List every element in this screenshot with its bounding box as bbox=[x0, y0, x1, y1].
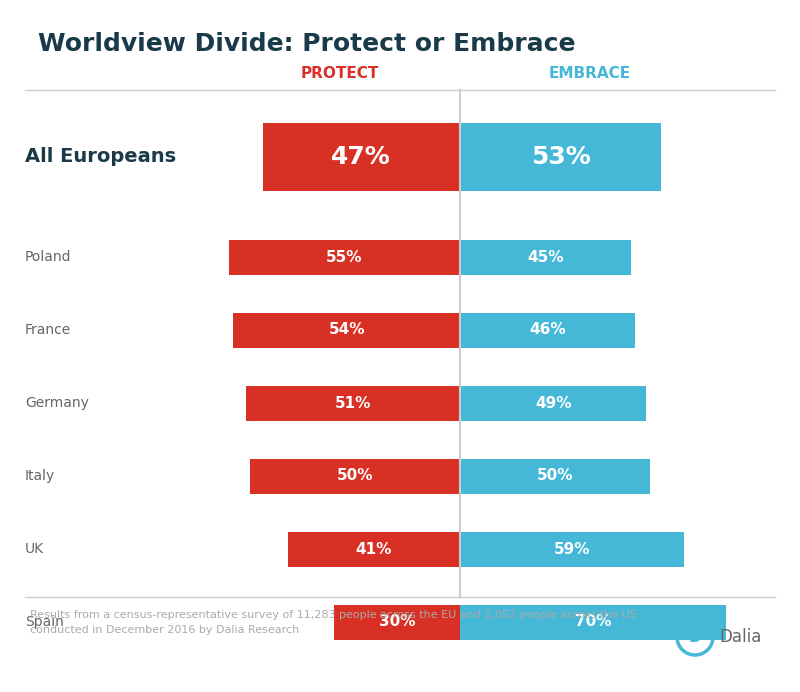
Bar bbox=[262, 123, 460, 191]
Text: D: D bbox=[689, 630, 702, 644]
Bar bbox=[288, 531, 460, 567]
Bar bbox=[460, 605, 726, 639]
Bar bbox=[460, 123, 662, 191]
Bar bbox=[460, 531, 684, 567]
Text: 45%: 45% bbox=[527, 250, 564, 264]
Text: PROTECT: PROTECT bbox=[301, 66, 379, 82]
Text: All Europeans: All Europeans bbox=[25, 147, 176, 167]
Bar bbox=[460, 239, 631, 275]
Text: France: France bbox=[25, 323, 71, 337]
Bar bbox=[460, 385, 646, 421]
Bar bbox=[246, 385, 460, 421]
Text: Italy: Italy bbox=[25, 469, 55, 483]
Text: Spain: Spain bbox=[25, 615, 64, 629]
Text: 49%: 49% bbox=[535, 396, 571, 410]
Text: 55%: 55% bbox=[326, 250, 362, 264]
Text: Worldview Divide: Protect or Embrace: Worldview Divide: Protect or Embrace bbox=[38, 32, 575, 56]
Text: 50%: 50% bbox=[337, 468, 374, 484]
Bar bbox=[334, 605, 460, 639]
Bar bbox=[460, 313, 635, 347]
Text: 41%: 41% bbox=[356, 542, 392, 556]
Text: UK: UK bbox=[25, 542, 44, 556]
Text: 70%: 70% bbox=[574, 614, 611, 630]
Bar bbox=[229, 239, 460, 275]
Text: 50%: 50% bbox=[537, 468, 574, 484]
Text: 59%: 59% bbox=[554, 542, 590, 556]
Text: EMBRACE: EMBRACE bbox=[549, 66, 631, 82]
Bar bbox=[234, 313, 460, 347]
Text: 53%: 53% bbox=[531, 145, 590, 169]
Text: Dalia: Dalia bbox=[719, 628, 762, 646]
Text: 47%: 47% bbox=[331, 145, 391, 169]
Bar bbox=[460, 459, 650, 493]
Text: 46%: 46% bbox=[529, 322, 566, 338]
Text: 30%: 30% bbox=[378, 614, 415, 630]
Text: 54%: 54% bbox=[328, 322, 365, 338]
Text: Results from a census-representative survey of 11,283 people across the EU and 1: Results from a census-representative sur… bbox=[30, 610, 637, 635]
Text: Germany: Germany bbox=[25, 396, 89, 410]
Text: Poland: Poland bbox=[25, 250, 71, 264]
Text: 51%: 51% bbox=[334, 396, 371, 410]
Bar bbox=[250, 459, 460, 493]
